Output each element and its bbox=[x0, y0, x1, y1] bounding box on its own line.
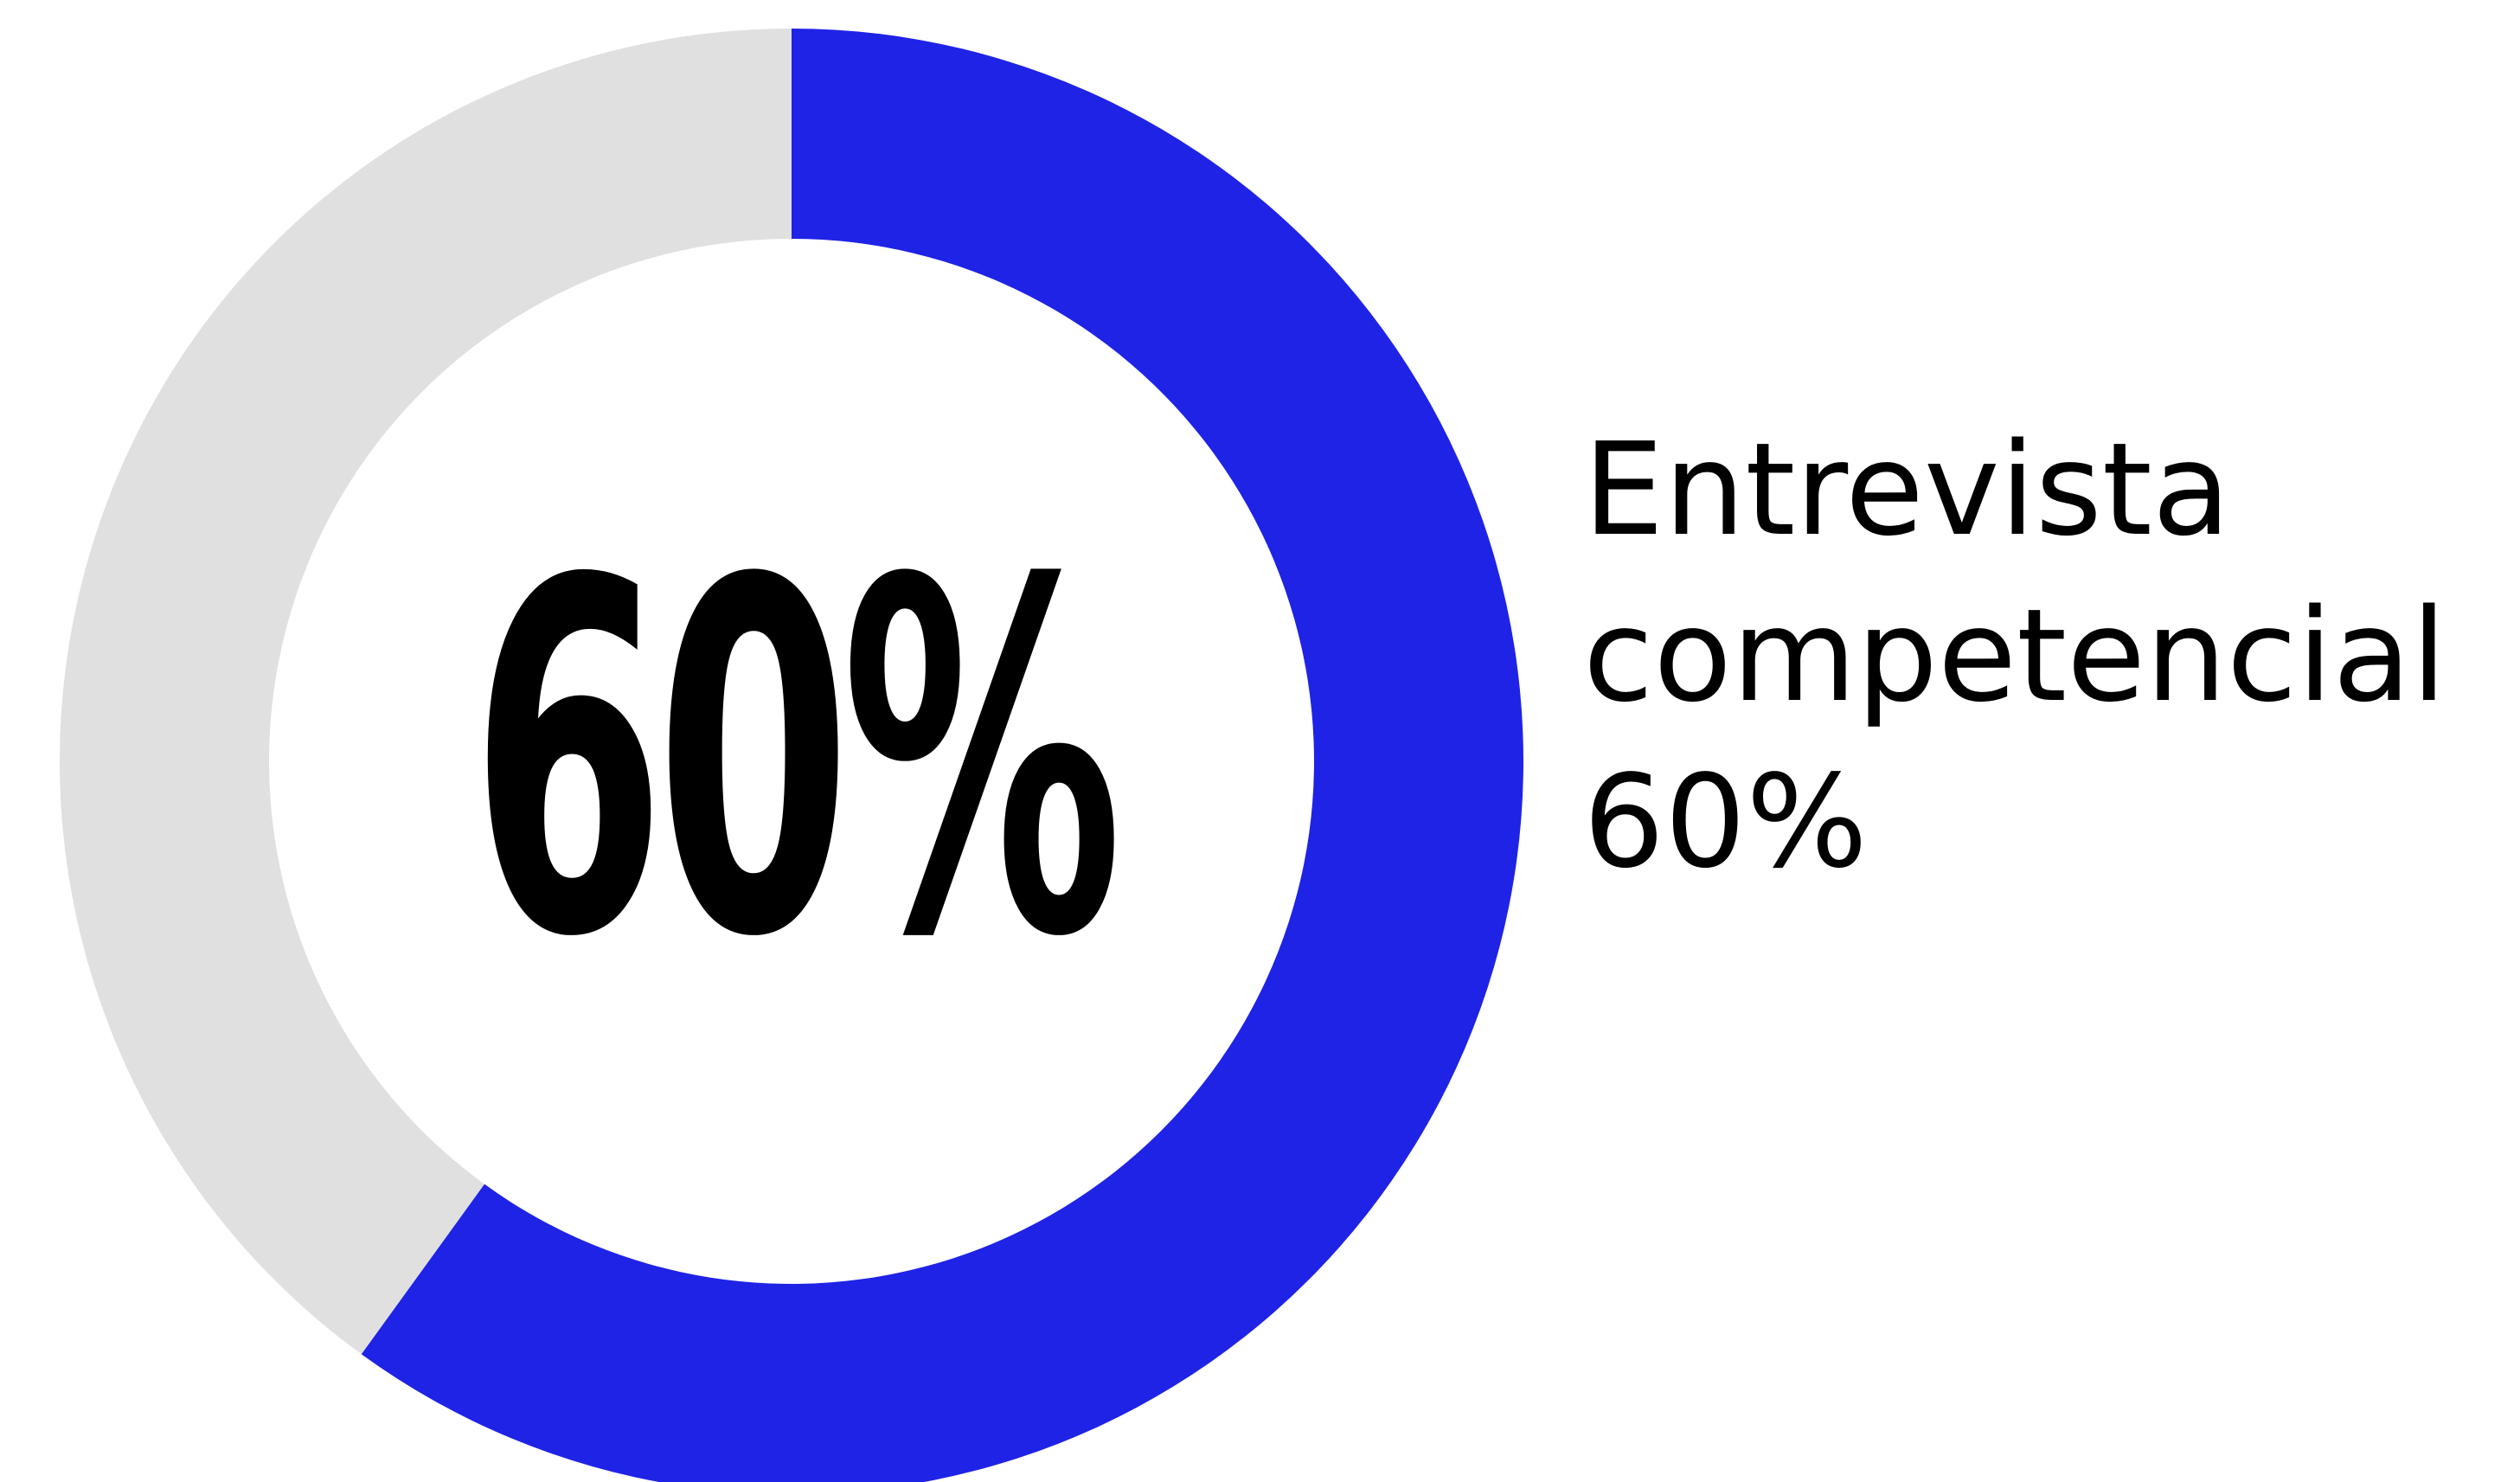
donut-slice-1 bbox=[361, 29, 1523, 1482]
donut-chart: 60% bbox=[60, 29, 1523, 1482]
legend-label-line-2: competencial bbox=[1583, 581, 2447, 730]
donut-slice-2 bbox=[60, 29, 792, 1355]
legend: Entrevista competencial 60% bbox=[1583, 407, 2500, 905]
donut-center-value: 60% bbox=[470, 479, 1123, 1043]
donut-chart-svg bbox=[60, 29, 1523, 1482]
legend-label-line-1: Entrevista bbox=[1583, 415, 2231, 564]
legend-value: 60% bbox=[1583, 747, 1868, 896]
